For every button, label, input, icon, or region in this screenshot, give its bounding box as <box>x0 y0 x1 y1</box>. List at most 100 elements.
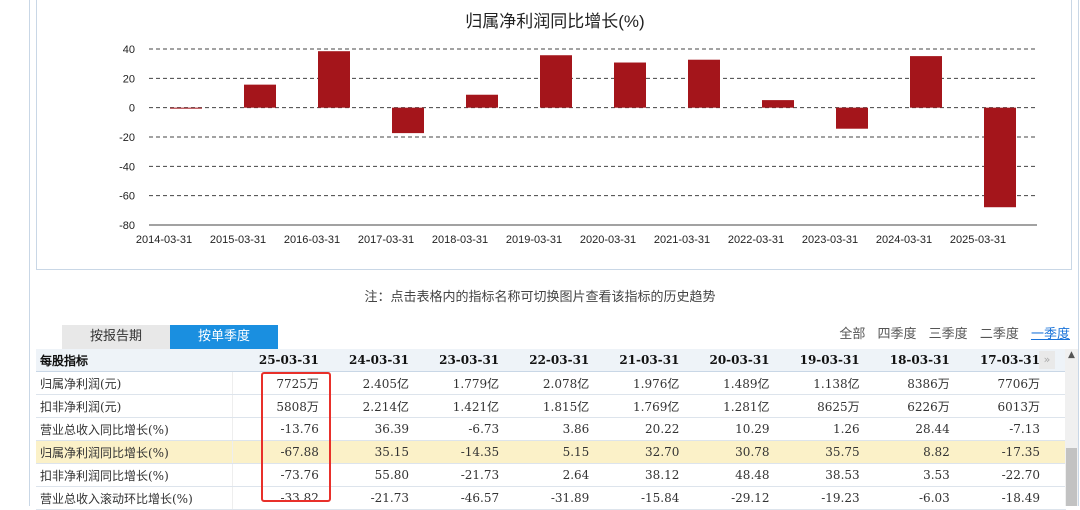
table-cell: 1.138亿 <box>773 371 864 395</box>
table-row: 扣非净利润同比增长(%) -73.76 55.80 -21.73 2.64 38.12 48… <box>36 463 1066 487</box>
chart-title: 归属净利润同比增长(%) <box>465 12 644 31</box>
y-tick-label: -80 <box>119 220 135 232</box>
chart-panel: 归属净利润同比增长(%) 40 20 0 -20 -40 -60 -80 2014-03-31 2… <box>36 0 1072 270</box>
table-cell: 1.421亿 <box>413 394 504 418</box>
table-cell: 8625万 <box>773 394 864 418</box>
x-tick-label: 2014-03-31 <box>136 234 192 246</box>
table-cell: 48.48 <box>683 463 774 487</box>
table-cell: -18.49 <box>953 486 1066 510</box>
x-tick-label: 2025-03-31 <box>950 234 1006 246</box>
table-cell: -17.35 <box>953 440 1066 464</box>
table-row: 营业总收入同比增长(%) -13.76 36.39 -6.73 3.86 20.22 10.… <box>36 417 1066 441</box>
table-cell: 8386万 <box>863 371 954 395</box>
table-cell: 1.779亿 <box>413 371 504 395</box>
x-tick-label: 2020-03-31 <box>580 234 636 246</box>
bar <box>688 59 720 108</box>
table-cell: 1.769亿 <box>593 394 684 418</box>
table-cell: 10.29 <box>683 417 774 441</box>
indicator-name-link[interactable]: 归属净利润(元) <box>36 371 233 395</box>
table-cell: 1.281亿 <box>683 394 774 418</box>
table-cell: 36.39 <box>322 417 414 441</box>
table-cell: -21.73 <box>413 463 504 487</box>
indicator-name-link[interactable]: 扣非净利润同比增长(%) <box>36 463 233 487</box>
table-cell: -19.23 <box>773 486 864 510</box>
table-cell: 7706万 <box>953 371 1066 395</box>
column-header-date[interactable]: 20-03-31 <box>683 349 774 372</box>
filter-all[interactable]: 全部 <box>839 327 866 342</box>
scroll-up-arrow-icon[interactable]: ▲ <box>1068 350 1075 360</box>
bar <box>466 94 498 108</box>
table-cell: -29.12 <box>683 486 774 510</box>
table-row: 扣非净利润(元) 5808万 2.214亿 1.421亿 1.815亿 1.769亿 1.2… <box>36 394 1066 418</box>
y-tick-label: 20 <box>123 73 135 85</box>
filter-q3[interactable]: 三季度 <box>928 327 968 342</box>
bar <box>910 56 942 108</box>
x-tick-label: 2019-03-31 <box>506 234 562 246</box>
table-cell: -67.88 <box>231 440 323 464</box>
table-cell: 2.64 <box>503 463 594 487</box>
table-cell: 2.405亿 <box>322 371 414 395</box>
table-cell: 35.15 <box>322 440 414 464</box>
x-tick-label: 2015-03-31 <box>210 234 266 246</box>
table-cell: 5808万 <box>231 394 323 418</box>
scrollbar-thumb[interactable] <box>1066 448 1077 506</box>
column-header-date[interactable]: 22-03-31 <box>503 349 594 372</box>
table-cell: 32.70 <box>593 440 684 464</box>
column-header-date[interactable]: 23-03-31 <box>413 349 504 372</box>
table-cell: 1.976亿 <box>593 371 684 395</box>
table-cell: 8.82 <box>863 440 954 464</box>
y-tick-label: -20 <box>119 132 135 144</box>
table-cell: -14.35 <box>413 440 504 464</box>
x-tick-label: 2017-03-31 <box>358 234 414 246</box>
indicator-name-link[interactable]: 扣非净利润(元) <box>36 394 233 418</box>
table-cell: 1.26 <box>773 417 864 441</box>
table-cell: -73.76 <box>231 463 323 487</box>
table-cell: 2.078亿 <box>503 371 594 395</box>
x-tick-label: 2022-03-31 <box>728 234 784 246</box>
table-row: 营业总收入滚动环比增长(%) -33.82 -21.73 -46.57 -31.89 -1… <box>36 486 1066 510</box>
table-cell: -15.84 <box>593 486 684 510</box>
table-cell: 30.78 <box>683 440 774 464</box>
indicator-name-link[interactable]: 营业总收入滚动环比增长(%) <box>36 486 233 510</box>
table-cell: -21.73 <box>322 486 414 510</box>
column-header-date[interactable]: 18-03-31 <box>863 349 954 372</box>
bar <box>540 55 572 108</box>
column-header-date[interactable]: 21-03-31 <box>593 349 684 372</box>
indicator-name-link[interactable]: 营业总收入同比增长(%) <box>36 417 233 441</box>
filter-q2[interactable]: 二季度 <box>979 327 1019 342</box>
bar <box>762 100 794 108</box>
table-cell: 20.22 <box>593 417 684 441</box>
table-cell: 2.214亿 <box>322 394 414 418</box>
tab-by-single-quarter[interactable]: 按单季度 <box>170 325 278 349</box>
bar <box>244 84 276 108</box>
table-cell: 5.15 <box>503 440 594 464</box>
filter-q4[interactable]: 四季度 <box>877 327 917 342</box>
filter-q1[interactable]: 一季度 <box>1030 327 1070 342</box>
table-cell: -6.03 <box>863 486 954 510</box>
table-header-row: 每股指标 25-03-31 24-03-31 23-03-31 22-03-31… <box>36 349 1066 372</box>
column-header-date[interactable]: 25-03-31 <box>232 349 323 372</box>
y-tick-label: 0 <box>129 103 135 115</box>
table-cell: 1.489亿 <box>683 371 774 395</box>
table-row: 归属净利润(元) 7725万 2.405亿 1.779亿 2.078亿 1.976亿 1.4… <box>36 371 1066 395</box>
tab-by-report-period[interactable]: 按报告期 <box>62 325 170 349</box>
y-tick-label: -60 <box>119 191 135 203</box>
table-cell: 28.44 <box>863 417 954 441</box>
bar <box>170 107 202 109</box>
next-columns-button[interactable]: » <box>1039 351 1055 369</box>
column-header-date[interactable]: 19-03-31 <box>773 349 864 372</box>
x-tick-label: 2021-03-31 <box>654 234 710 246</box>
table-cell: -13.76 <box>231 417 323 441</box>
column-header-date[interactable]: 24-03-31 <box>322 349 414 372</box>
table-cell: 55.80 <box>322 463 414 487</box>
frame-left-border <box>29 0 30 506</box>
indicator-name-link[interactable]: 归属净利润同比增长(%) <box>36 440 233 464</box>
column-header-date[interactable]: 17-03-31 <box>953 349 1066 372</box>
bar <box>318 51 350 108</box>
table-cell: -7.13 <box>953 417 1066 441</box>
frame-right-border <box>1078 0 1079 506</box>
table-cell: -22.70 <box>953 463 1066 487</box>
table-cell: 38.12 <box>593 463 684 487</box>
table-cell: 3.86 <box>503 417 594 441</box>
